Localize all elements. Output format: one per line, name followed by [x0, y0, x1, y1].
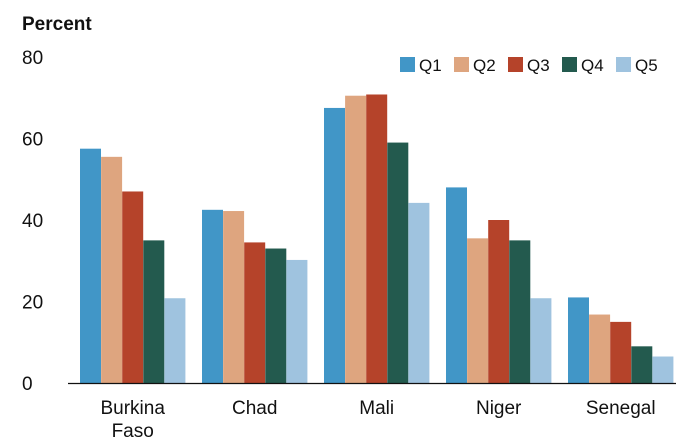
- bar: [387, 142, 409, 383]
- bars: [80, 94, 674, 384]
- bar: [101, 156, 123, 383]
- bar: [467, 238, 489, 383]
- legend-label: Q1: [419, 56, 442, 75]
- bar: [530, 298, 552, 383]
- y-axis-label: Percent: [22, 14, 92, 35]
- x-tick-label: Senegal: [586, 398, 656, 419]
- x-tick-label: Mali: [359, 398, 394, 419]
- bar: [652, 356, 674, 383]
- bar: [509, 240, 531, 383]
- bar: [265, 248, 287, 383]
- y-tick-label: 20: [22, 293, 43, 314]
- legend-swatch: [562, 57, 577, 72]
- y-tick-label: 80: [22, 48, 43, 69]
- bar: [122, 191, 144, 383]
- y-tick-label: 40: [22, 211, 43, 232]
- bar: [488, 220, 510, 383]
- bar: [324, 107, 345, 383]
- x-tick-label: Niger: [476, 398, 522, 419]
- legend-label: Q2: [473, 56, 496, 75]
- legend-swatch: [508, 57, 523, 72]
- legend-swatch: [454, 57, 469, 72]
- y-tick-label: 0: [22, 374, 33, 395]
- x-tick-label: Chad: [232, 398, 277, 419]
- bar: [589, 314, 611, 383]
- bar: [80, 148, 101, 383]
- bar: [244, 242, 266, 383]
- bar: [345, 95, 367, 384]
- bar: [408, 202, 430, 383]
- x-axis-labels: Burkina Faso Chad Mali Niger Senegal: [100, 398, 655, 441]
- bar: [446, 187, 467, 383]
- bar: [164, 298, 186, 383]
- legend-label: Q4: [581, 56, 604, 75]
- bar: [286, 259, 308, 383]
- bar: [223, 211, 245, 383]
- bar: [568, 297, 589, 383]
- x-tick-label: Burkina Faso: [100, 398, 165, 441]
- bar: [631, 346, 653, 383]
- bar: [610, 321, 632, 383]
- legend-label: Q5: [635, 56, 658, 75]
- legend: Q1 Q2 Q3 Q4 Q5: [400, 56, 658, 75]
- y-axis-ticks: 0 20 40 60 80: [22, 48, 43, 395]
- legend-label: Q3: [527, 56, 550, 75]
- bar: [143, 240, 165, 383]
- bar: [366, 94, 388, 384]
- y-tick-label: 60: [22, 130, 43, 151]
- legend-swatch: [616, 57, 631, 72]
- bar: [202, 209, 223, 383]
- legend-swatch: [400, 57, 415, 72]
